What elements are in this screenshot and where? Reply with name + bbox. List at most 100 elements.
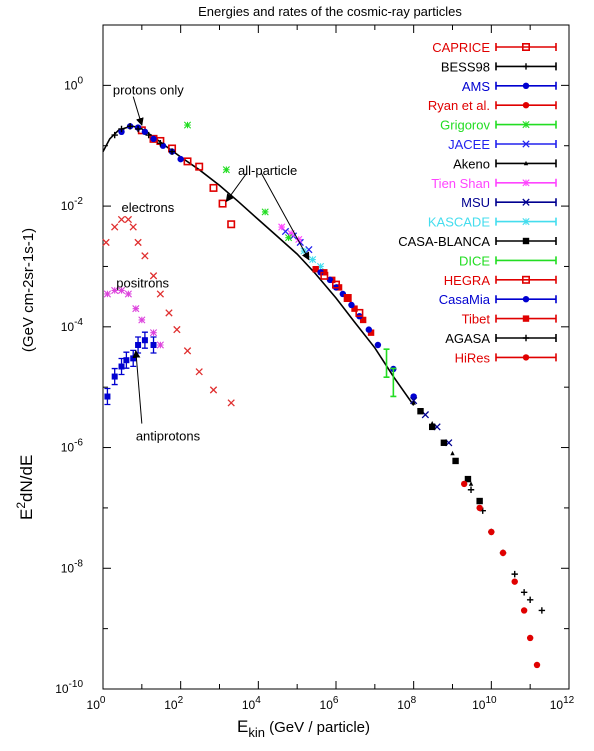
point-positrons	[149, 329, 158, 337]
point-antiprotons	[111, 367, 118, 386]
legend-caps	[495, 334, 557, 342]
legend-caps	[495, 217, 557, 226]
point-tien-shan	[295, 235, 303, 244]
y-axis-label-rest: dN/dE	[17, 455, 36, 502]
series-layer	[102, 121, 546, 669]
series-bess98	[111, 123, 176, 155]
point-electrons	[117, 215, 126, 224]
point-casamia	[326, 276, 334, 284]
legend-caps	[495, 120, 557, 129]
point-agasa	[526, 596, 534, 604]
arrow-all-particle-1	[225, 172, 248, 203]
legend-entry-ryan-et-al: Ryan et al.	[428, 98, 557, 113]
point-hegra	[355, 308, 364, 317]
x-tick-label: 1010	[472, 695, 497, 712]
point-casa-blanca	[417, 408, 424, 415]
point-tien-shan	[287, 230, 295, 238]
point-caprice	[209, 183, 218, 192]
legend-label: HEGRA	[444, 273, 491, 288]
point-kascade	[316, 262, 325, 271]
point-grigorov	[284, 234, 293, 242]
legend-marker	[522, 179, 530, 187]
series-akeno	[411, 400, 474, 486]
legend-entry-dice: DICE	[459, 253, 557, 268]
legend-entry-jacee: JACEE	[448, 137, 557, 152]
point-bess98	[157, 140, 164, 147]
legend-label: HiRes	[455, 350, 491, 365]
legend-label: Grigorov	[440, 118, 490, 133]
point-agasa	[520, 589, 528, 596]
legend-entry-hires: HiRes	[455, 350, 557, 365]
point-caprice	[195, 162, 204, 171]
point-electrons	[111, 223, 119, 231]
legend-caps	[495, 140, 557, 148]
point-bess98	[145, 131, 152, 139]
legend-caps	[495, 101, 557, 110]
x-tick-label: 102	[164, 695, 183, 712]
legend-marker	[522, 296, 530, 303]
legend-marker	[522, 63, 530, 70]
x-tick-label: 1012	[550, 695, 575, 712]
y-tick-label: 10-8	[61, 558, 84, 575]
legend-entry-tien-shan: Tien Shan	[431, 176, 557, 191]
chart-title: Energies and rates of the cosmic-ray par…	[198, 4, 462, 19]
legend-label: DICE	[459, 253, 490, 268]
series-positrons	[103, 286, 164, 349]
x-tick-label: 108	[397, 695, 416, 712]
annotation-all-particle: all-particle	[238, 163, 297, 178]
legend-label: CASA-BLANCA	[398, 234, 490, 249]
legend-marker	[522, 121, 530, 129]
legend-label: JACEE	[448, 137, 490, 152]
legend-entry-caprice: CAPRICE	[432, 40, 557, 55]
arrow-protons-only	[132, 96, 144, 127]
point-hires	[526, 634, 534, 642]
annotation-electrons: electrons	[122, 200, 175, 215]
point-bess98	[118, 125, 125, 133]
legend-caps	[495, 178, 557, 187]
legend-marker	[522, 334, 530, 342]
point-bess98	[168, 148, 176, 155]
legend-entry-akeno: Akeno	[453, 156, 557, 171]
series-hegra	[320, 271, 364, 317]
point-electrons	[165, 309, 173, 317]
legend-marker	[522, 82, 530, 90]
point-hires	[520, 607, 528, 614]
y-axis-label: E2dN/dE	[14, 455, 36, 520]
point-positrons	[124, 290, 132, 298]
legend-caps	[495, 81, 557, 90]
point-antiprotons	[123, 351, 130, 369]
legend-marker	[523, 160, 529, 166]
legend-entry-kascade: KASCADE	[428, 215, 557, 230]
legend-entry-hegra: HEGRA	[444, 273, 557, 288]
point-electrons	[149, 272, 158, 280]
point-electrons	[183, 347, 192, 355]
legend-label: Ryan et al.	[428, 98, 490, 113]
legend-entry-grigorov: Grigorov	[440, 118, 557, 133]
point-bess98	[126, 123, 134, 130]
point-hires	[476, 504, 483, 512]
legend-caps	[495, 198, 557, 207]
y-tick-label: 100	[64, 75, 83, 92]
legend-marker	[522, 102, 530, 109]
point-grigorov	[261, 208, 269, 216]
point-casa-blanca	[476, 497, 483, 505]
point-tien-shan	[278, 223, 286, 231]
point-tibet	[351, 305, 358, 312]
point-electrons	[129, 223, 137, 231]
legend-entry-casamia: CasaMia	[439, 292, 557, 307]
legend-caps	[495, 43, 557, 51]
point-antiprotons	[150, 336, 157, 354]
x-tick-label: 106	[320, 695, 339, 712]
annotation-antiprotons: antiprotons	[136, 429, 201, 444]
point-ams	[150, 135, 157, 143]
legend-caps	[495, 353, 557, 362]
legend-label: MSU	[461, 195, 490, 210]
point-casa-blanca	[428, 423, 436, 431]
point-positrons	[138, 316, 146, 324]
legend-marker	[522, 315, 530, 322]
series-electrons	[102, 215, 235, 407]
point-electrons	[173, 325, 181, 334]
point-akeno	[429, 421, 435, 426]
point-electrons	[209, 386, 218, 394]
point-akeno	[468, 481, 474, 486]
